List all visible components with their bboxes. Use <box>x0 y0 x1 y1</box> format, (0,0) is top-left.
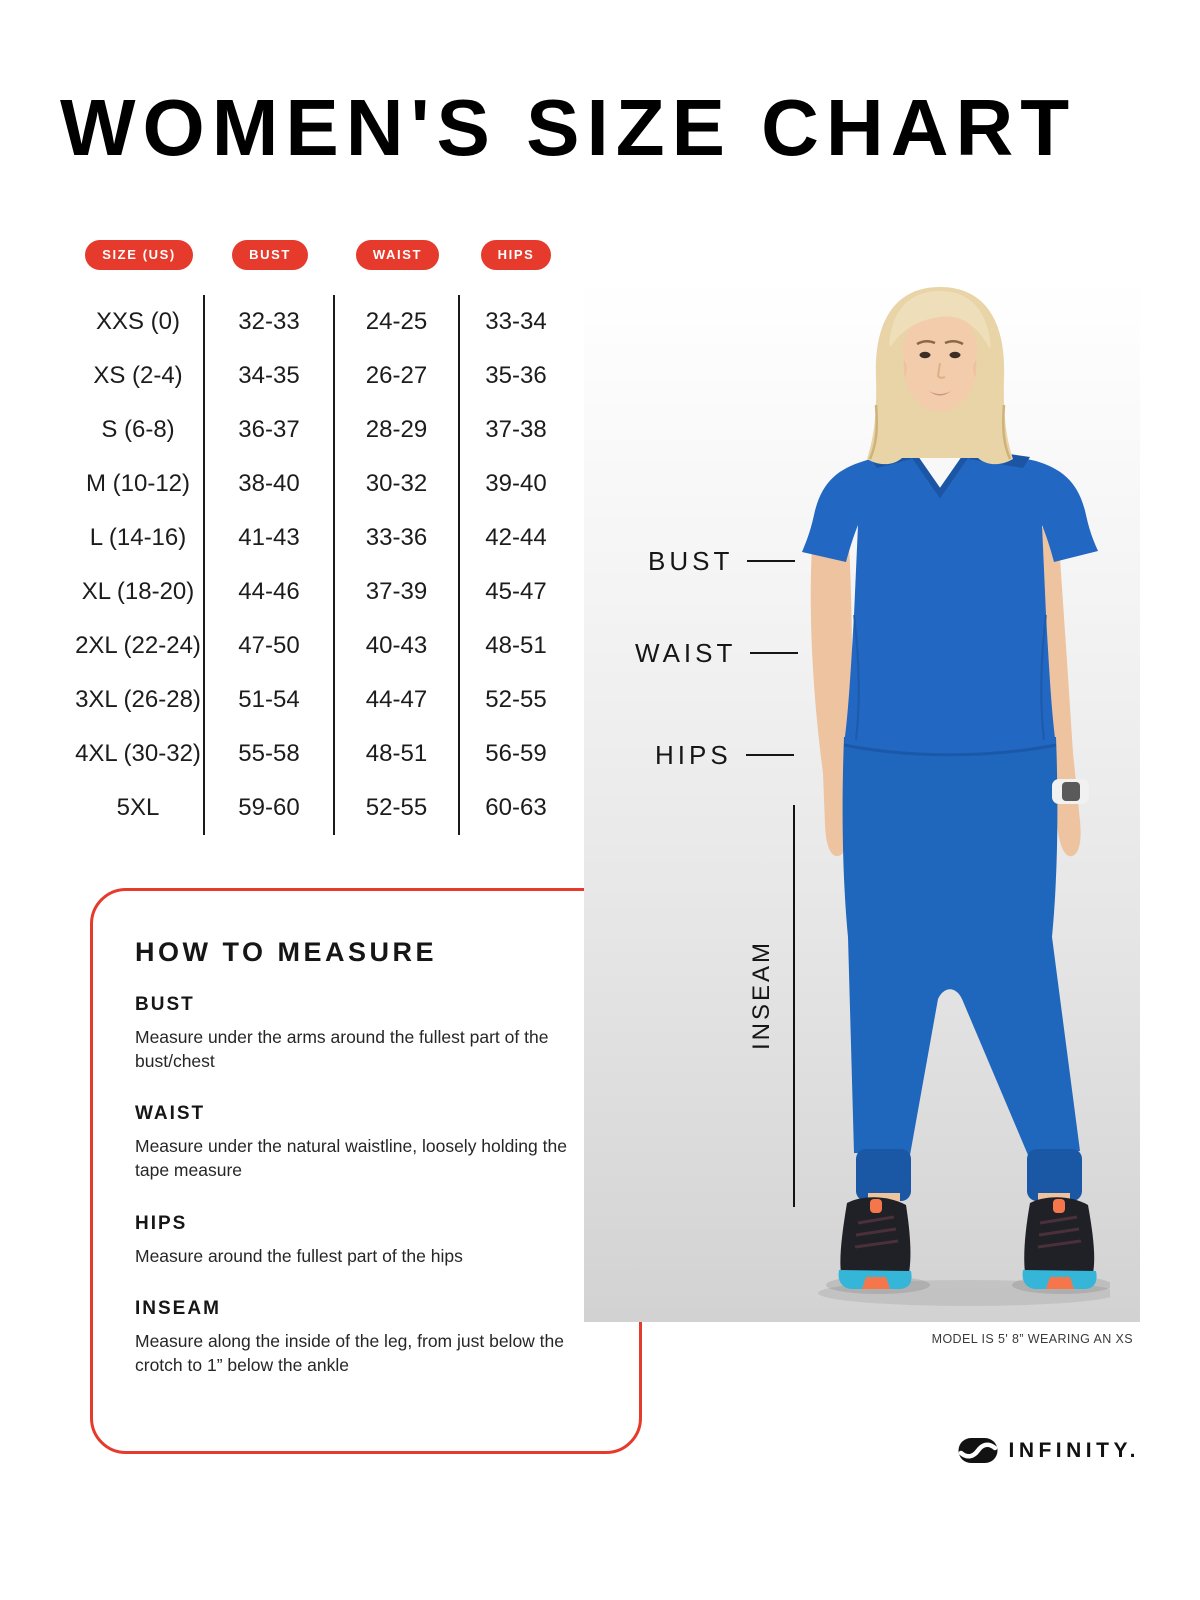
bust-value: 47-50 <box>205 619 335 673</box>
size-label: 3XL (26-28) <box>73 673 205 727</box>
size-table: XXS (0) 32-33 24-25 33-34 XS (2-4) 34-35… <box>73 295 572 835</box>
header-cell: WAIST <box>335 240 460 270</box>
hips-value: 35-36 <box>485 362 547 389</box>
header-pill-waist: WAIST <box>355 240 440 270</box>
waist-value: 28-29 <box>335 403 460 457</box>
hips-value: 60-63 <box>485 794 547 821</box>
measure-section-text: Measure under the natural waistline, loo… <box>135 1136 567 1181</box>
size-label: M (10-12) <box>73 457 205 511</box>
size-label: 2XL (22-24) <box>73 619 205 673</box>
bust-value: 44-46 <box>205 565 335 619</box>
header-pill-size: SIZE (US) <box>85 240 193 270</box>
measure-section-hips: HIPS Measure around the fullest part of … <box>135 1213 603 1268</box>
waist-value: 37-39 <box>335 565 460 619</box>
size-label: XL (18-20) <box>73 565 205 619</box>
size-label: XXS (0) <box>73 295 205 349</box>
measure-section-label: WAIST <box>135 1103 206 1125</box>
bust-value: 36-37 <box>205 403 335 457</box>
hips-value: 39-40 <box>485 470 547 497</box>
measure-section-bust: BUST Measure under the arms around the f… <box>135 994 603 1073</box>
waist-value: 40-43 <box>335 619 460 673</box>
bust-value: 41-43 <box>205 511 335 565</box>
model-photo: BUST WAIST HIPS INSEAM <box>584 278 1140 1322</box>
waist-value: 30-32 <box>335 457 460 511</box>
hips-value: 42-44 <box>485 524 547 551</box>
waist-value: 44-47 <box>335 673 460 727</box>
measure-section-waist: WAIST Measure under the natural waistlin… <box>135 1103 603 1182</box>
bust-value: 32-33 <box>205 295 335 349</box>
waist-value: 33-36 <box>335 511 460 565</box>
size-label: XS (2-4) <box>73 349 205 403</box>
hips-value: 56-59 <box>485 740 547 767</box>
how-to-measure-title: HOW TO MEASURE <box>135 937 438 967</box>
waist-value: 26-27 <box>335 349 460 403</box>
hips-value: 33-34 <box>485 308 547 335</box>
model-illustration <box>802 287 1110 1306</box>
page-title: WOMEN'S SIZE CHART <box>60 83 1077 172</box>
measure-section-text: Measure along the inside of the leg, fro… <box>135 1330 564 1375</box>
inseam-callout-label: INSEAM <box>748 940 775 1051</box>
size-table-header-row: SIZE (US) BUST WAIST HIPS <box>73 240 572 270</box>
waist-callout-line <box>750 652 799 654</box>
brand-wordmark: INFINITY. <box>1008 1439 1140 1462</box>
hips-value: 45-47 <box>485 578 547 605</box>
infinity-logo-icon <box>958 1438 998 1463</box>
how-to-measure-box: HOW TO MEASURE BUST Measure under the ar… <box>90 888 642 1454</box>
header-cell: HIPS <box>460 240 572 270</box>
bust-value: 34-35 <box>205 349 335 403</box>
size-label: L (14-16) <box>73 511 205 565</box>
measure-section-label: INSEAM <box>135 1297 221 1319</box>
size-label: S (6-8) <box>73 403 205 457</box>
waist-callout-label: WAIST <box>635 638 737 668</box>
hips-callout-line <box>745 754 794 756</box>
bust-callout-line <box>747 560 796 562</box>
bust-value: 59-60 <box>205 781 335 835</box>
bust-value: 55-58 <box>205 727 335 781</box>
waist-value: 24-25 <box>335 295 460 349</box>
hips-callout-label: HIPS <box>655 740 732 770</box>
measure-section-label: BUST <box>135 994 195 1015</box>
hips-callout: HIPS <box>655 742 794 768</box>
measure-section-text: Measure around the fullest part of the h… <box>135 1245 463 1266</box>
size-label: 4XL (30-32) <box>73 727 205 781</box>
waist-value: 52-55 <box>335 781 460 835</box>
hips-value: 48-51 <box>485 632 547 659</box>
hips-value: 37-38 <box>485 416 547 443</box>
header-cell: SIZE (US) <box>73 240 205 270</box>
waist-callout: WAIST <box>635 638 799 668</box>
inseam-callout-line <box>793 805 795 1207</box>
bust-callout-label: BUST <box>648 546 734 576</box>
header-pill-bust: BUST <box>232 240 308 270</box>
waist-value: 48-51 <box>335 727 460 781</box>
brand-logo: INFINITY. <box>958 1437 1140 1464</box>
header-pill-hips: HIPS <box>480 240 552 270</box>
measure-section-inseam: INSEAM Measure along the inside of the l… <box>135 1298 603 1377</box>
bust-value: 51-54 <box>205 673 335 727</box>
size-label: 5XL <box>73 781 205 835</box>
bust-value: 38-40 <box>205 457 335 511</box>
measure-section-label: HIPS <box>135 1212 188 1234</box>
measure-section-text: Measure under the arms around the fulles… <box>135 1027 549 1072</box>
header-cell: BUST <box>205 240 335 270</box>
bust-callout: BUST <box>648 546 796 576</box>
model-caption: MODEL IS 5' 8” WEARING AN XS <box>931 1332 1133 1346</box>
hips-value: 52-55 <box>485 686 547 713</box>
